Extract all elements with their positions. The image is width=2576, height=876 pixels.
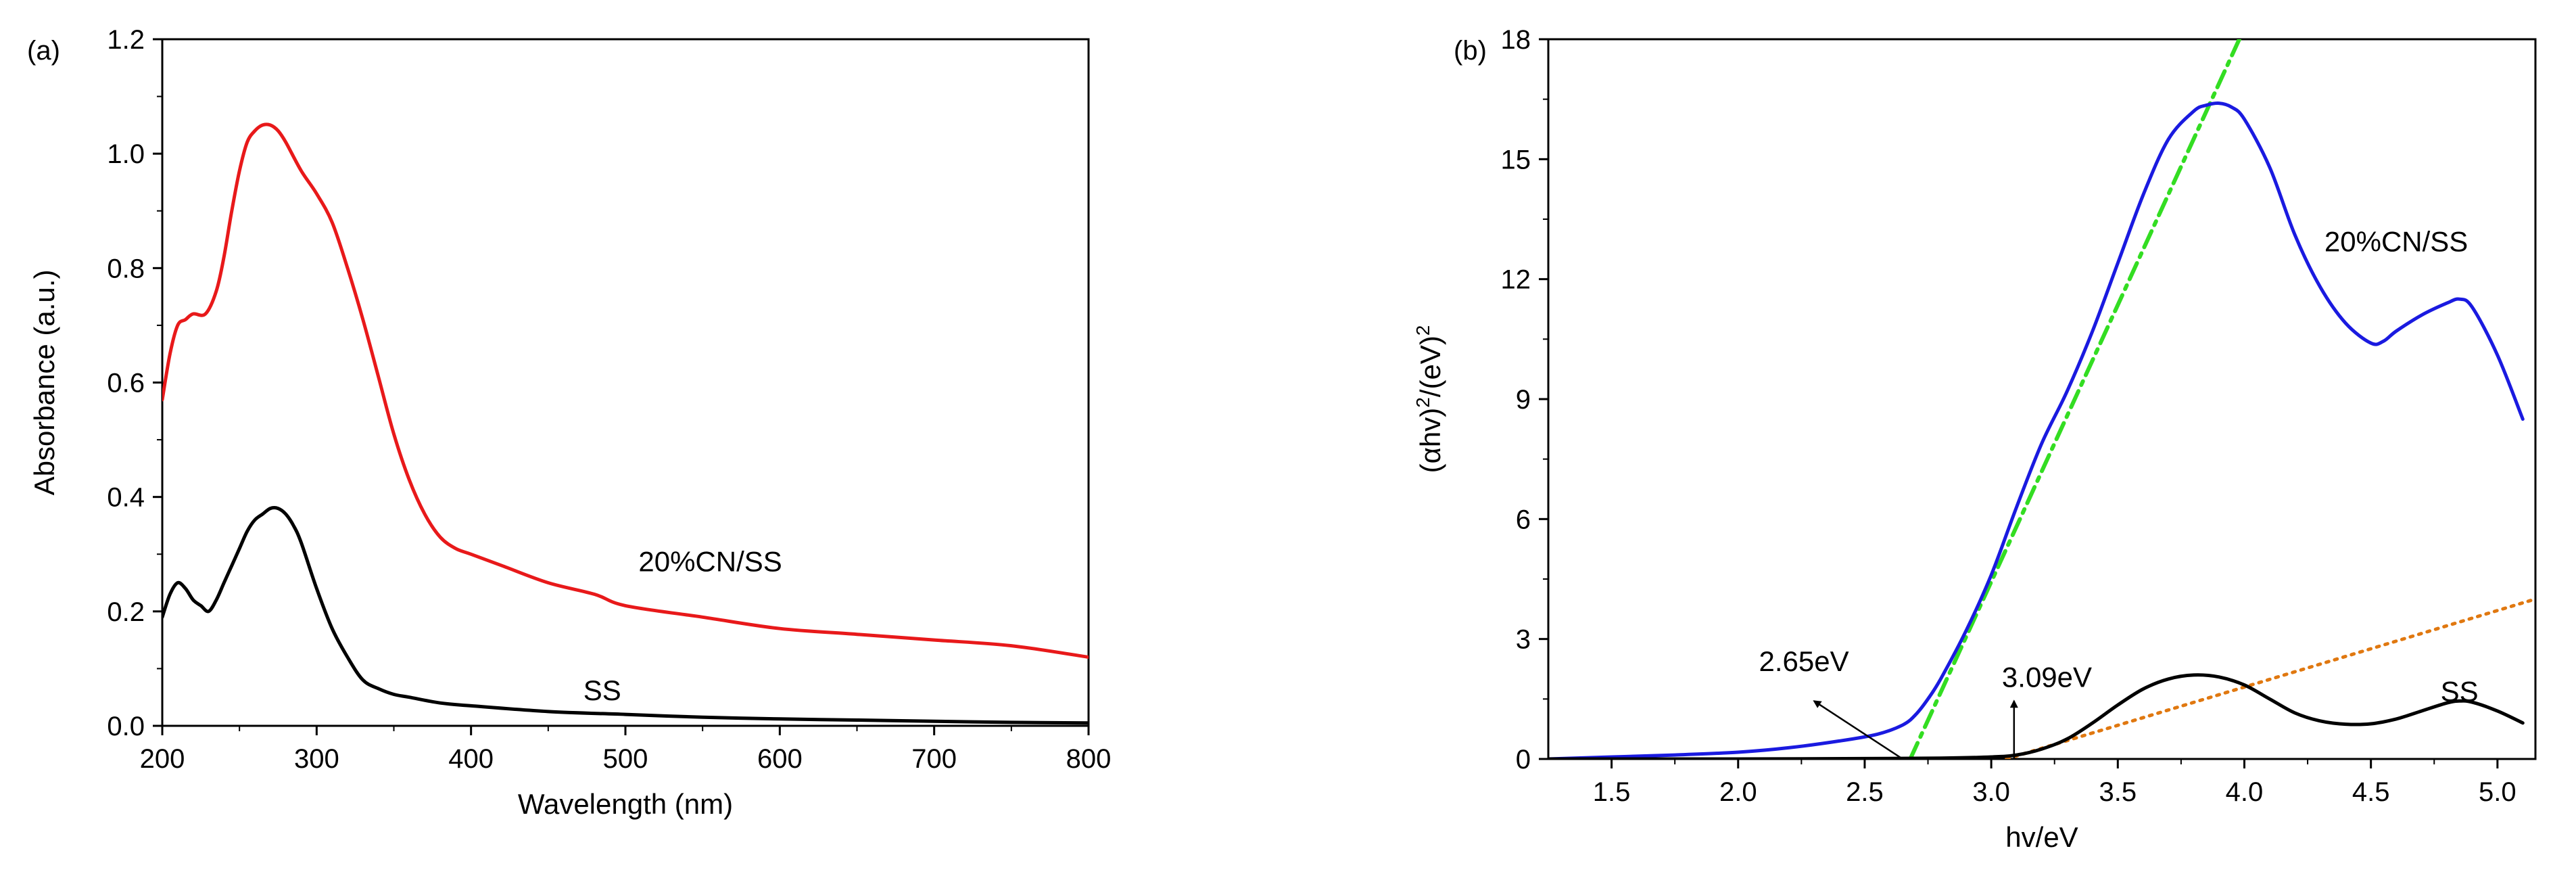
plot-frame (1547, 38, 2537, 760)
y-tick-label: 15 (1501, 145, 1531, 175)
x-tick-label: 200 (140, 744, 185, 774)
y-axis-label-exp: 2 (1412, 397, 1433, 408)
y-tick-label: 12 (1501, 265, 1531, 295)
plot-area (162, 122, 1089, 725)
annotation-label: 3.09eV (2002, 662, 2092, 693)
y-tick-label: 1.0 (107, 139, 145, 169)
series-line-20-cn-ss (162, 122, 1089, 659)
annotation-label: SS (2441, 675, 2479, 707)
chart-panel-b: (b) 1.5 2.0 2.5 3.0 3.5 4.0 4.5 5.0 0 3 6 9 12 15 18 hv/… (1412, 25, 2537, 853)
x-tick-label: 2.0 (1719, 777, 1757, 807)
annotation-label: SS (583, 674, 621, 706)
x-tick-label: 600 (757, 744, 803, 774)
x-tick-label: 3.0 (1972, 777, 2010, 807)
y-tick-label: 0 (1516, 745, 1531, 775)
x-tick-label: 500 (603, 744, 648, 774)
fit-line-1 (1908, 39, 2241, 759)
x-axis-label: Wavelength (nm) (518, 788, 733, 820)
series-line-ss (1548, 673, 2525, 759)
series-line-20-cn-ss (1548, 101, 2525, 759)
x-tick-label: 2.5 (1846, 777, 1884, 807)
x-tick-label: 5.0 (2479, 777, 2517, 807)
x-tick-label: 4.0 (2226, 777, 2264, 807)
x-tick-label: 3.5 (2099, 777, 2137, 807)
annotation-arrow-1 (1813, 700, 1903, 760)
x-tick-label: 4.5 (2352, 777, 2390, 807)
x-tick-label: 1.5 (1593, 777, 1631, 807)
x-tick-label: 400 (448, 744, 494, 774)
y-tick-label: 18 (1501, 25, 1531, 55)
y-axis-label: Absorbance (a.u.) (28, 270, 60, 496)
fit-line-2 (2005, 597, 2535, 759)
y-tick-label: 0.0 (107, 712, 145, 741)
y-tick-label: 6 (1516, 505, 1531, 534)
annotation-label: 2.65eV (1759, 645, 1849, 677)
y-axis-label-base: (αhv) (1414, 408, 1446, 474)
series-line-ss (162, 506, 1089, 725)
y-tick-label: 3 (1516, 625, 1531, 655)
x-axis-label: hv/eV (2005, 821, 2078, 853)
chart-panel-a: (a) 200 300 400 500 600 700 800 0.0 0.2 0.4 0.6 0.8 1… (27, 25, 1111, 820)
annotation-label: 20%CN/SS (2324, 225, 2468, 257)
x-tick-label: 700 (911, 744, 957, 774)
plot-frame (161, 38, 1090, 727)
x-tick-label: 800 (1066, 744, 1112, 774)
y-tick-label: 0.8 (107, 254, 145, 283)
y-tick-label: 0.4 (107, 483, 145, 513)
y-axis-label: (αhv)2/(eV)2 (1412, 325, 1446, 474)
y-tick-label: 9 (1516, 385, 1531, 415)
panel-label-a: (a) (27, 36, 60, 66)
y-tick-label: 1.2 (107, 25, 145, 55)
y-axis-label-unit: /(eV) (1414, 336, 1446, 397)
annotation-label: 20%CN/SS (638, 546, 782, 578)
y-axis-label-unit-exp: 2 (1412, 325, 1433, 336)
x-tick-label: 300 (294, 744, 339, 774)
y-tick-label: 0.6 (107, 369, 145, 398)
plot-area (1548, 39, 2535, 759)
panel-label-b: (b) (1454, 36, 1487, 66)
y-tick-label: 0.2 (107, 597, 145, 627)
